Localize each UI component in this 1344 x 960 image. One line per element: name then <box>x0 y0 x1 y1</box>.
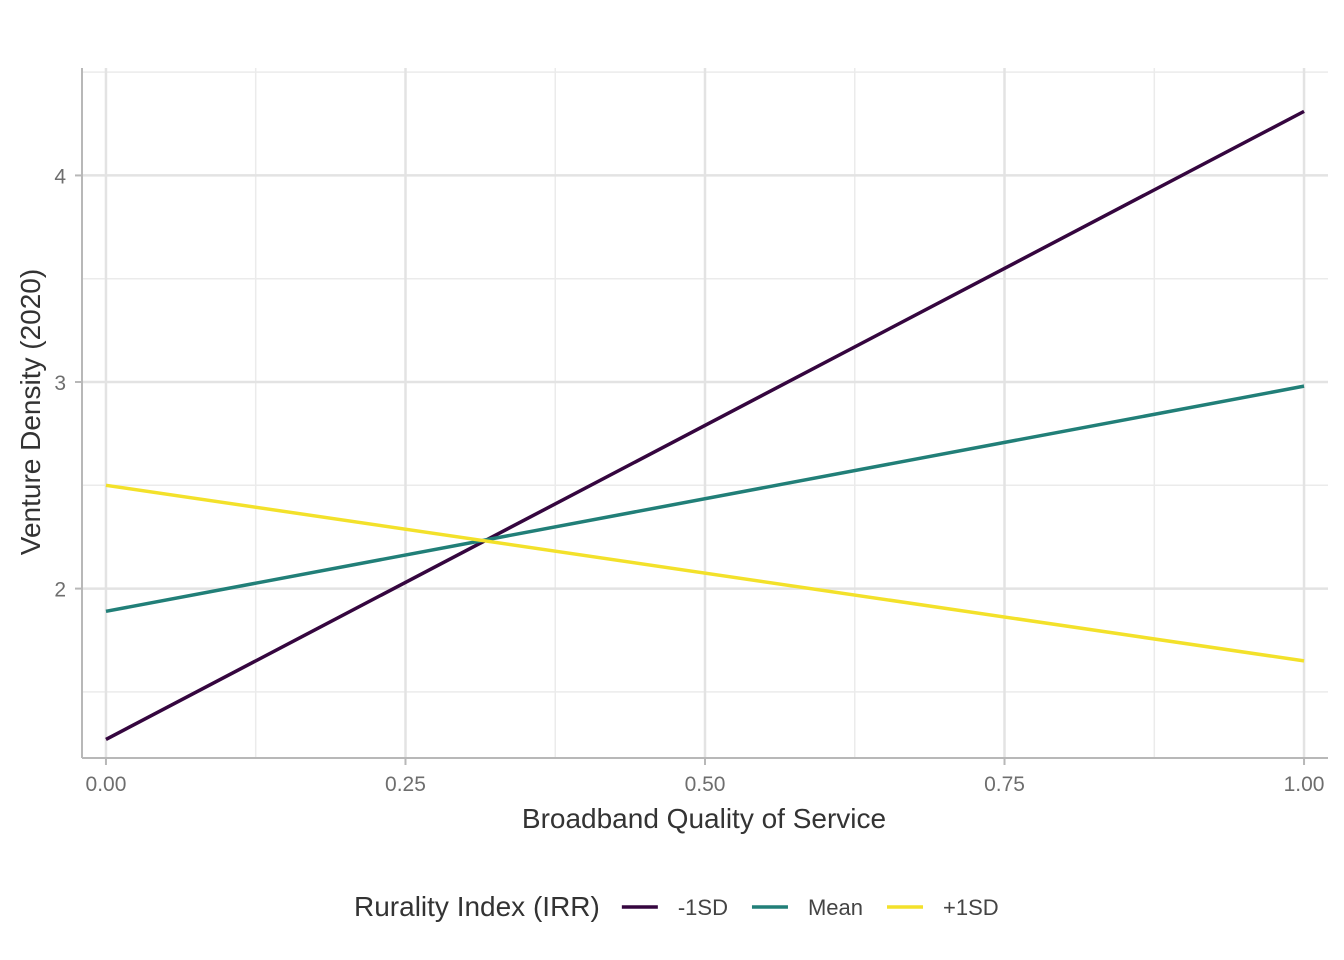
x-tick-label: 1.00 <box>1284 773 1325 796</box>
series-lines <box>105 109 1305 741</box>
y-tick-label: 3 <box>54 372 66 395</box>
legend-item-1sd: -1SD <box>621 895 728 920</box>
x-axis-title: Broadband Quality of Service <box>522 803 886 834</box>
x-tick-label: 0.00 <box>86 773 127 796</box>
major-gridlines <box>82 68 1328 758</box>
y-tick-label: 4 <box>54 165 66 188</box>
legend-label-1sd: -1SD <box>678 895 728 920</box>
y-tick-label: 2 <box>54 579 66 602</box>
x-tick-label: 0.75 <box>984 773 1025 796</box>
legend-items: -1SD Mean +1SD <box>621 895 999 920</box>
series-line-mean <box>105 384 1305 614</box>
series-line-1sd <box>105 483 1305 663</box>
y-axis-title: Venture Density (2020) <box>15 269 46 555</box>
legend-label-1sd: +1SD <box>943 895 999 920</box>
x-tick-label: 0.25 <box>385 773 426 796</box>
legend-title: Rurality Index (IRR) <box>354 891 600 922</box>
legend: Rurality Index (IRR) -1SD Mean +1SD <box>354 891 999 922</box>
legend-label-mean: Mean <box>808 895 863 920</box>
x-tick-label: 0.50 <box>685 773 726 796</box>
x-axis-ticks: 0.00 0.25 0.50 0.75 1.00 <box>86 758 1325 796</box>
series-line-1sd <box>105 109 1305 741</box>
legend-item-1sd: +1SD <box>887 895 999 920</box>
legend-item-mean: Mean <box>751 895 863 920</box>
y-axis-ticks: 2 3 4 <box>54 165 82 602</box>
